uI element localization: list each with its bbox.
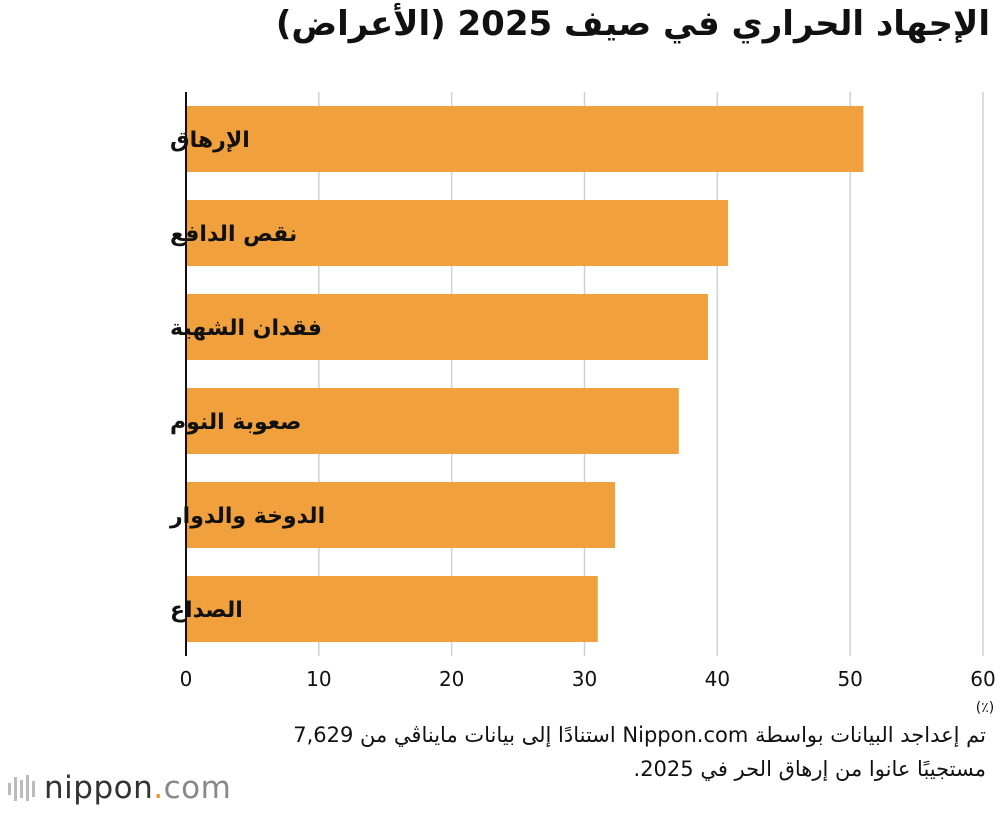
logo-bars-icon [8,775,35,801]
category-label: فقدان الشهية [170,316,322,341]
bar-chart: 0 10 20 30 40 50 60 الإرهاق نقص الدافع فقدان الشه… [169,92,996,716]
bar [186,576,598,642]
bar [186,106,864,172]
bar [186,294,709,360]
source-note: تم إعداجد البيانات بواسطة Nippon.com است… [293,723,986,781]
category-label: نقص الدافع [170,222,297,247]
category-label: الصداع [170,598,243,623]
bar [186,482,616,548]
nippon-logo: nippon.com [6,770,231,806]
x-tick-label: 10 [306,667,331,691]
chart-title: الإجهاد الحراري في صيف 2025 (الأعراض) [275,4,990,44]
category-label: الدوخة والدوار [169,504,325,529]
x-axis-unit: (٪) [976,700,994,716]
x-tick-label: 30 [572,667,597,691]
category-label: الإرهاق [170,128,250,153]
x-tick-label: 20 [439,667,464,691]
category-label: صعوبة النوم [170,410,301,435]
x-tick-label: 0 [180,667,193,691]
bar [186,200,728,266]
bar [186,388,679,454]
logo-wordmark: nippon.com [44,770,232,806]
x-tick-label: 50 [837,667,862,691]
x-tick-label: 40 [705,667,730,691]
x-tick-label: 60 [970,667,995,691]
